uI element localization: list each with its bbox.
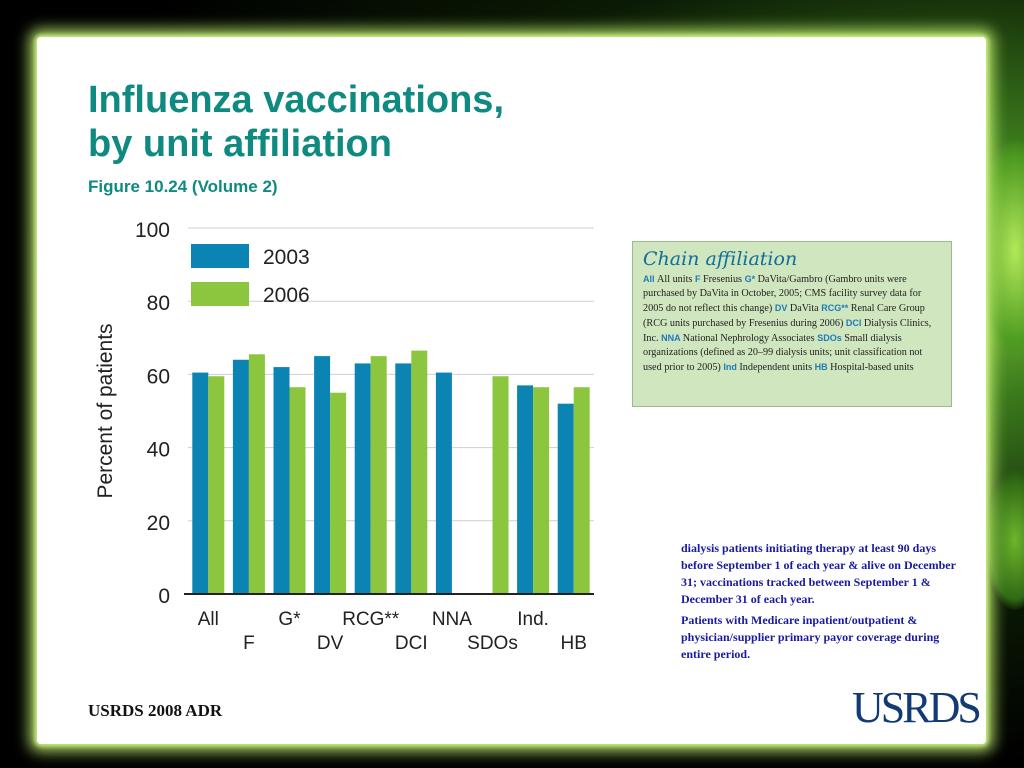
- title-line-1: Influenza vaccinations,: [88, 79, 504, 121]
- x-tick-label: DCI: [395, 633, 428, 654]
- bar-2006: [208, 376, 225, 594]
- bar-2006: [411, 350, 428, 594]
- y-tick-label: 40: [147, 439, 170, 462]
- title-line-2: by unit affiliation: [88, 123, 392, 165]
- chain-affiliation-box: Chain affiliation All All units F Fresen…: [632, 241, 952, 407]
- note-paragraph-1: dialysis patients initiating therapy at …: [681, 541, 956, 606]
- legend-swatch-2003: [191, 244, 249, 268]
- x-tick-label: RCG**: [342, 609, 400, 630]
- bar-2003: [435, 372, 452, 594]
- chain-affiliation-heading: Chain affiliation: [643, 248, 798, 270]
- x-tick-label: F: [243, 633, 255, 654]
- legend-code: NNA: [661, 333, 683, 343]
- bar-2006: [289, 387, 306, 594]
- bar-2006: [492, 376, 509, 594]
- legend-description: DaVita: [789, 303, 822, 314]
- figure-subtitle: Figure 10.24 (Volume 2): [88, 177, 278, 196]
- bar-2003: [232, 359, 249, 594]
- bar-2003: [354, 363, 371, 594]
- x-tick-label: G*: [278, 609, 301, 630]
- y-tick-label: 80: [147, 292, 170, 315]
- x-tick-label: Ind.: [517, 609, 549, 630]
- bar-2006: [248, 354, 265, 594]
- legend-description: Independent units: [739, 362, 815, 373]
- legend-code: DCI: [845, 318, 864, 328]
- x-tick-label: SDOs: [467, 633, 518, 654]
- legend-description: Small dialysis organizations (defined as…: [643, 333, 923, 373]
- legend-code: SDOs: [817, 333, 845, 343]
- notes: dialysis patients initiating therapy at …: [681, 540, 966, 667]
- bar-2003: [395, 363, 412, 594]
- bar-2006: [370, 356, 387, 594]
- bar-2006: [533, 387, 550, 594]
- legend-description: National Nephrology Associates: [682, 333, 818, 344]
- legend-code: DV: [774, 303, 790, 313]
- chain-affiliation-text: All All units F Fresenius G* DaVita/Gamb…: [643, 272, 941, 375]
- bar-2003: [517, 385, 534, 594]
- x-tick-label: HB: [560, 633, 586, 654]
- legend-code: All: [643, 274, 658, 284]
- leaf-decoration: [985, 470, 1024, 610]
- x-tick-label: DV: [317, 633, 344, 654]
- note-paragraph-2: Patients with Medicare inpatient/outpati…: [681, 613, 940, 661]
- legend-description: Fresenius: [702, 274, 745, 285]
- x-tick-label: All: [198, 609, 219, 630]
- bar-chart: 0 20 40 60 80 100 Percent of patients All F G* DV R…: [94, 219, 594, 654]
- footer-source: USRDS 2008 ADR: [88, 701, 223, 720]
- legend-code: RCG**: [821, 303, 851, 313]
- legend-description: DaVita/Gambro (Gambro units were purchas…: [643, 274, 922, 314]
- legend-code: HB: [814, 362, 831, 372]
- legend-code: G*: [744, 274, 758, 284]
- y-tick-label: 20: [147, 512, 170, 535]
- legend-description: Dialysis Clinics, Inc.: [643, 318, 932, 344]
- legend-code: Ind: [723, 362, 740, 372]
- legend-label: 2003: [263, 246, 310, 269]
- legend-description: Hospital-based units: [830, 362, 914, 373]
- y-axis-label: Percent of patients: [94, 323, 117, 498]
- y-tick-label: 60: [147, 365, 170, 388]
- bar-2006: [330, 392, 347, 594]
- legend-description: Renal Care Group (RCG units purchased by…: [643, 303, 925, 329]
- usrds-logo: USRDS: [852, 683, 982, 732]
- bar-2003: [557, 403, 574, 594]
- bar-2006: [573, 387, 590, 594]
- y-tick-label: 0: [158, 585, 170, 608]
- legend-swatch-2006: [191, 282, 249, 306]
- bar-2003: [273, 367, 290, 594]
- bar-2003: [192, 372, 209, 594]
- bar-2003: [314, 356, 331, 594]
- x-tick-label: NNA: [432, 609, 472, 630]
- y-tick-label: 100: [135, 219, 170, 242]
- slide-title: Influenza vaccinations, by unit affiliat…: [88, 78, 504, 166]
- legend-label: 2006: [263, 284, 310, 307]
- legend-description: All units: [657, 274, 695, 285]
- legend-code: F: [694, 274, 703, 284]
